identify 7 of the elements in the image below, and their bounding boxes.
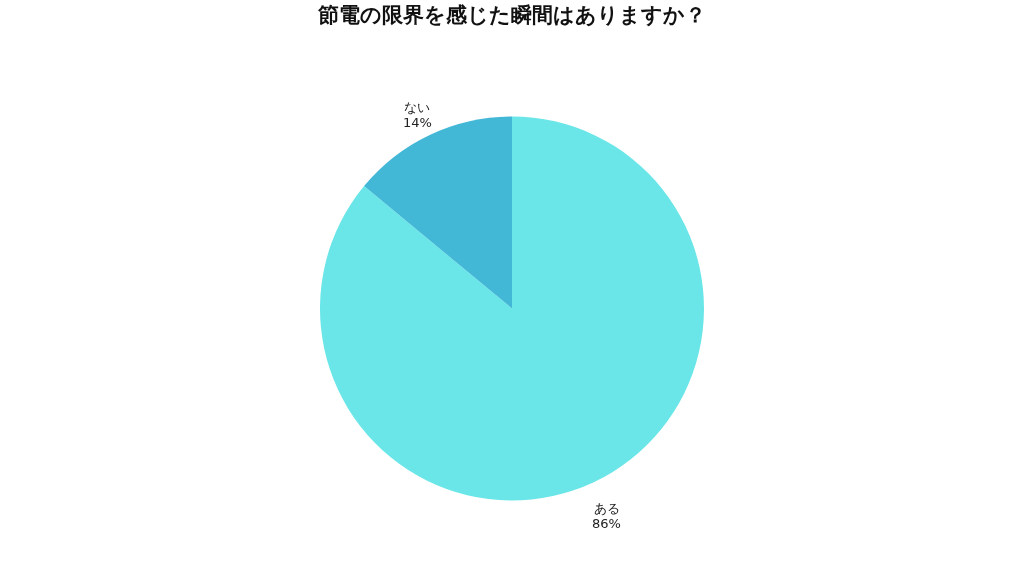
slice-label: ない (404, 99, 431, 115)
slice-label: ある (593, 501, 620, 517)
chart-title: 節電の限界を感じた瞬間はありますか？ (317, 3, 706, 27)
data-label: 86% (592, 516, 621, 532)
pie-slice (364, 116, 512, 309)
data-label: 14% (403, 114, 432, 130)
pie-slice (320, 116, 704, 501)
